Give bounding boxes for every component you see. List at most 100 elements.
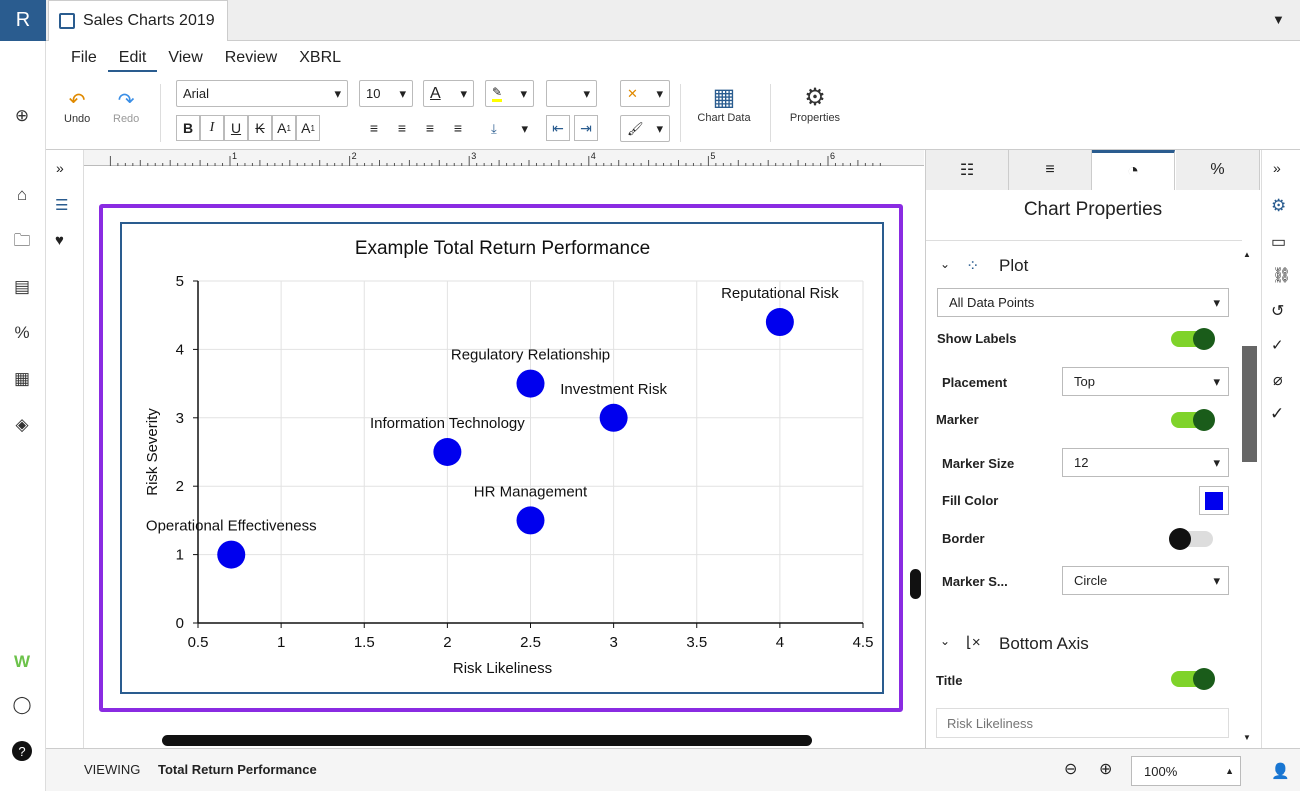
- viewing-label: VIEWING: [84, 762, 141, 777]
- scroll-up-icon[interactable]: ▲: [1243, 250, 1251, 259]
- ruler-ticks: 1 2 3 4 5 6: [109, 151, 881, 166]
- chart-box-icon[interactable]: ◈: [15, 415, 29, 434]
- indent-icon[interactable]: ⇥: [574, 115, 598, 141]
- tab-outline[interactable]: ☷: [926, 150, 1009, 190]
- highlight-color-select[interactable]: ✎ ▾: [485, 80, 534, 107]
- chevron-down-icon: ▾: [460, 85, 467, 101]
- chart-selection-frame[interactable]: [99, 204, 903, 712]
- folder-icon[interactable]: 🗀: [13, 230, 31, 250]
- scatter-chart[interactable]: Example Total Return Performance 0.5 1 1.5 2…: [122, 224, 882, 692]
- chevron-down-icon: ▾: [1213, 294, 1220, 310]
- data-points-select[interactable]: All Data Points ▾: [937, 288, 1229, 317]
- comment-icon[interactable]: ▭: [1271, 234, 1287, 251]
- zoom-select[interactable]: 100% ▲: [1131, 756, 1241, 786]
- marker-size-label: Marker Size: [942, 456, 1015, 471]
- y-tick-label: 0: [176, 615, 184, 632]
- scroll-down-icon[interactable]: ▼: [1243, 733, 1251, 742]
- account-icon[interactable]: ◯: [12, 695, 32, 714]
- tab-text[interactable]: ≡: [1009, 150, 1092, 190]
- home-icon[interactable]: ⌂: [16, 185, 28, 204]
- axis-title-input[interactable]: [936, 708, 1229, 738]
- user-icon[interactable]: 👤: [1271, 763, 1290, 780]
- menu-review[interactable]: Review: [224, 49, 278, 66]
- placement-select[interactable]: Top ▾: [1062, 367, 1229, 396]
- strikethrough-icon[interactable]: K: [248, 115, 272, 141]
- chevron-down-icon: ▾: [1213, 373, 1220, 389]
- y-axis-title: Risk Severity: [144, 408, 161, 496]
- zoom-in-icon[interactable]: ⊕: [1099, 761, 1113, 778]
- border-toggle[interactable]: [1169, 528, 1213, 550]
- justify-icon[interactable]: ≡: [446, 115, 470, 141]
- vertical-align-select[interactable]: ⤓ ▾: [485, 115, 534, 142]
- bookmark-heart-icon[interactable]: ♥: [55, 232, 64, 249]
- marker-toggle[interactable]: [1171, 409, 1215, 431]
- align-left-icon[interactable]: ≡: [362, 115, 386, 141]
- redo-label: Redo: [113, 113, 140, 125]
- menu-edit[interactable]: Edit: [107, 46, 158, 72]
- align-center-icon[interactable]: ≡: [390, 115, 414, 141]
- settings-gear-icon[interactable]: ⚙: [1271, 196, 1287, 215]
- bold-icon[interactable]: B: [176, 115, 200, 141]
- axis-icon: ⌊×: [966, 634, 981, 651]
- font-size-select[interactable]: 10 ▾: [359, 80, 413, 107]
- marker-shape-select[interactable]: Circle ▾: [1062, 566, 1229, 595]
- marker-size-select[interactable]: 12 ▾: [1062, 448, 1229, 477]
- document-tab[interactable]: Sales Charts 2019: [48, 0, 228, 41]
- gear-icon: ⚙: [804, 84, 826, 111]
- calendar-icon[interactable]: ▦: [13, 369, 31, 388]
- font-color-select[interactable]: A ▾: [423, 80, 474, 107]
- align-right-icon[interactable]: ≡: [418, 115, 442, 141]
- panel-scrollbar-thumb[interactable]: [1242, 346, 1257, 462]
- undo-button[interactable]: ↶ Undo: [64, 88, 90, 125]
- data-point-label: Regulatory Relationship: [451, 347, 610, 364]
- redo-button[interactable]: ↷ Redo: [113, 88, 139, 125]
- app-logo[interactable]: R: [0, 0, 46, 41]
- tabs-menu-chevron-icon[interactable]: ▼: [1272, 12, 1285, 27]
- link-icon[interactable]: ⛓: [1272, 267, 1292, 284]
- axis-title-toggle[interactable]: [1171, 668, 1215, 690]
- font-family-select[interactable]: Arial ▾: [176, 80, 348, 107]
- tab-chart[interactable]: ◔: [1092, 150, 1175, 190]
- history-icon[interactable]: ↺: [1271, 303, 1285, 320]
- undo-icon: ↶: [68, 90, 86, 112]
- outline-icon[interactable]: ☰: [55, 197, 69, 214]
- zoom-out-icon[interactable]: ⊖: [1064, 761, 1078, 778]
- workiva-icon[interactable]: W: [13, 652, 31, 671]
- chart-area[interactable]: [120, 222, 884, 694]
- outdent-icon[interactable]: ⇤: [546, 115, 570, 141]
- attachment-icon[interactable]: ⌀: [1273, 372, 1283, 389]
- percent-icon[interactable]: %: [14, 323, 30, 342]
- checkmark-circle-icon[interactable]: ✓: [1270, 404, 1285, 423]
- track-changes-icon[interactable]: ✓: [1271, 337, 1284, 354]
- properties-button[interactable]: ⚙ Properties: [784, 84, 846, 124]
- underline-icon[interactable]: U: [224, 115, 248, 141]
- document-list-icon[interactable]: ▤: [13, 277, 31, 296]
- menu-xbrl[interactable]: XBRL: [299, 49, 342, 66]
- expand-icon[interactable]: »: [56, 160, 64, 176]
- collapse-chevron-icon[interactable]: ⌄: [940, 257, 951, 271]
- formula-icon: %: [1210, 161, 1225, 178]
- document-workspace: [46, 150, 925, 748]
- help-icon[interactable]: ?: [9, 738, 35, 764]
- horizontal-scrollbar[interactable]: [162, 735, 812, 746]
- placement-value: Top: [1074, 374, 1095, 389]
- fill-color-picker[interactable]: [1199, 486, 1229, 515]
- shading-select[interactable]: ▾: [546, 80, 597, 107]
- menu-file[interactable]: File: [71, 49, 97, 66]
- clear-format-select[interactable]: ✕ ▾: [620, 80, 670, 107]
- menu-view[interactable]: View: [168, 49, 203, 66]
- show-labels-toggle[interactable]: [1171, 328, 1215, 350]
- collapse-chevron-icon[interactable]: ⌄: [940, 634, 951, 648]
- expand-panel-icon[interactable]: »: [1273, 160, 1281, 176]
- clear-icon: ✕: [627, 85, 638, 101]
- chevron-down-icon: ▾: [334, 85, 341, 101]
- chart-data-button[interactable]: ▦ Chart Data: [692, 84, 756, 124]
- italic-icon[interactable]: I: [200, 115, 224, 141]
- add-icon[interactable]: ⊕: [14, 106, 30, 125]
- vertical-scroll-handle[interactable]: [910, 569, 921, 599]
- properties-panel: [925, 150, 1260, 748]
- format-painter-select[interactable]: 🖌 ▾: [620, 115, 670, 142]
- tab-formula[interactable]: %: [1176, 150, 1260, 190]
